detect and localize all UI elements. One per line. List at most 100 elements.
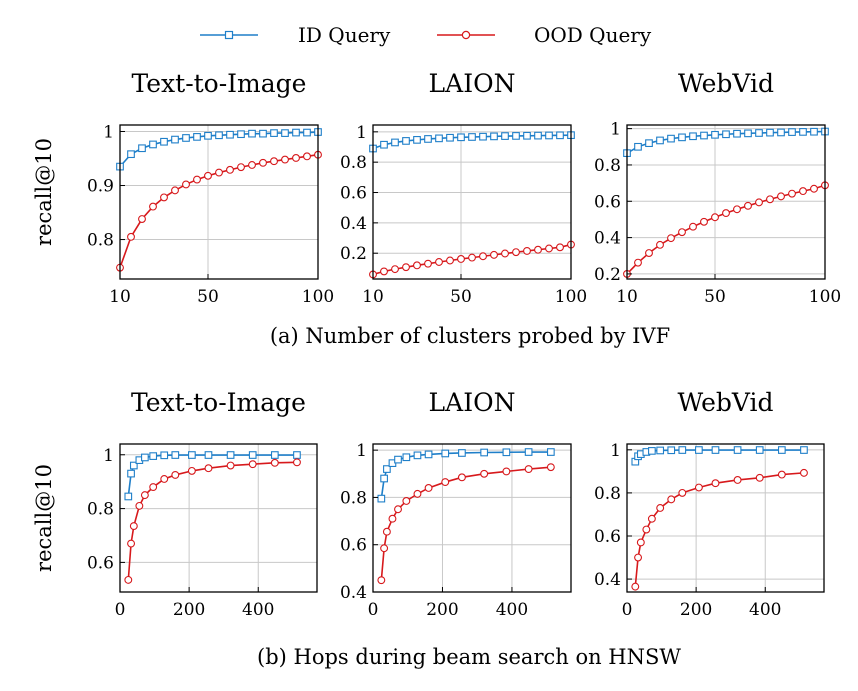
ood-query-point: [149, 202, 157, 211]
y-tick-label: 1: [103, 446, 114, 466]
y-tick-label: 0.9: [87, 177, 114, 197]
id-query-point: [744, 129, 752, 138]
id-query-point: [689, 132, 697, 141]
id-query-point: [394, 455, 402, 464]
id-query-point: [248, 451, 257, 459]
id-query-point: [270, 129, 278, 137]
y-tick-label: 1: [356, 441, 367, 461]
chart-panel-3: Text-to-Image 0 200 400 0.6 0.8 1: [87, 388, 318, 620]
plot-frame: [372, 443, 572, 593]
id-query-point: [160, 451, 169, 460]
y-tick-label: 0.6: [87, 553, 114, 573]
ood-query-point: [546, 463, 555, 472]
id-query-point: [547, 448, 555, 456]
ood-query-point: [394, 505, 402, 514]
ood-query-point: [634, 553, 643, 562]
ood-query-point: [810, 184, 818, 193]
ood-query-point: [424, 259, 432, 268]
caption-b: (b) Hops during beam search on HNSW: [257, 645, 681, 669]
ood-query-point: [292, 154, 300, 162]
id-query-point: [237, 130, 245, 139]
ood-query-point: [667, 234, 675, 243]
id-query-point: [766, 128, 774, 137]
x-tick-label: 10: [109, 287, 131, 307]
panel-title: Text-to-Image: [131, 388, 306, 417]
id-query-point: [171, 451, 180, 459]
id-query-point: [755, 129, 763, 137]
ood-query-point: [678, 488, 687, 497]
legend-ood-entry: OOD Query: [437, 23, 652, 47]
id-query-point: [645, 139, 653, 148]
ood-query-point: [524, 465, 533, 474]
id-query-point: [545, 131, 553, 140]
id-query-point: [634, 142, 642, 151]
id-query-point: [695, 446, 703, 454]
ood-query-point: [656, 504, 665, 512]
y-tick-label: 1: [610, 120, 621, 140]
id-query-point: [480, 448, 489, 457]
ood-query-point: [733, 476, 742, 484]
y-tick-label: 0.8: [87, 231, 114, 251]
x-tick-label: 0: [115, 600, 126, 620]
id-query-point: [226, 451, 235, 459]
id-query-point: [248, 129, 256, 138]
id-query-point: [259, 129, 267, 138]
id-query-point: [656, 136, 664, 145]
id-query-point: [490, 132, 498, 141]
ood-query-point: [259, 158, 267, 167]
caption-a: (a) Number of clusters probed by IVF: [270, 324, 670, 348]
x-tick-label: 200: [680, 600, 712, 620]
id-query-point: [441, 449, 450, 458]
ood-query-point: [424, 484, 433, 492]
ood-query-point: [171, 186, 179, 195]
ood-query-point: [380, 267, 388, 276]
ood-query-point: [766, 195, 774, 204]
y-tick-label: 0.4: [594, 570, 621, 590]
ood-query-point: [457, 255, 465, 263]
id-query-point: [281, 129, 289, 137]
ood-query-point: [634, 258, 642, 267]
id-query-point: [424, 450, 433, 459]
y-tick-label: 0.2: [594, 265, 621, 285]
ood-query-point: [187, 466, 196, 475]
id-query-point: [193, 133, 201, 141]
id-query-point: [141, 453, 149, 462]
x-tick-label: 50: [197, 287, 219, 307]
ood-query-point: [237, 163, 245, 172]
legend-id-entry: ID Query: [200, 23, 391, 47]
id-query-point: [711, 446, 720, 454]
plot-frame: [119, 124, 319, 280]
ood-query-point: [248, 161, 256, 169]
ood-query-point: [382, 527, 391, 536]
id-query-point: [788, 128, 796, 136]
y-tick-label: 0.2: [340, 244, 367, 264]
x-tick-label: 50: [704, 287, 726, 307]
ood-query-point: [777, 470, 786, 479]
id-query-point: [722, 130, 730, 139]
plot-frame: [626, 443, 825, 593]
ood-query-point: [800, 468, 808, 477]
panel-title: WebVid: [677, 388, 773, 417]
y-tick-label: 0.6: [340, 184, 367, 204]
ood-query-point: [204, 171, 212, 180]
ood-query-point: [160, 193, 168, 202]
x-tick-label: 200: [173, 600, 205, 620]
x-tick-label: 0: [622, 600, 633, 620]
id-query-point: [171, 135, 179, 144]
panel-title: WebVid: [678, 69, 774, 98]
id-query-point: [700, 131, 708, 140]
x-tick-label: 200: [426, 600, 458, 620]
id-query-point: [377, 494, 386, 503]
legend-ood-marker: [461, 30, 471, 40]
ood-query-point: [135, 501, 144, 510]
id-query-point: [501, 132, 509, 140]
ood-query-point: [127, 539, 136, 548]
y-axis-label-row-a: recall@10: [32, 138, 56, 246]
ood-query-point: [193, 175, 201, 184]
id-query-point: [678, 133, 686, 142]
panel-title: LAION: [429, 69, 516, 98]
ood-query-point: [270, 458, 279, 467]
ood-query-point: [631, 582, 640, 591]
